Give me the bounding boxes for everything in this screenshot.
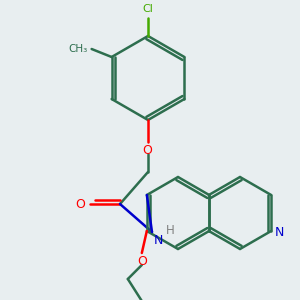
Text: N: N	[275, 226, 285, 239]
Text: O: O	[142, 144, 152, 157]
Text: N: N	[154, 234, 164, 247]
Text: O: O	[137, 255, 147, 268]
Text: O: O	[75, 197, 85, 211]
Text: H: H	[166, 224, 175, 236]
Text: Cl: Cl	[142, 4, 153, 14]
Text: CH₃: CH₃	[68, 44, 88, 54]
